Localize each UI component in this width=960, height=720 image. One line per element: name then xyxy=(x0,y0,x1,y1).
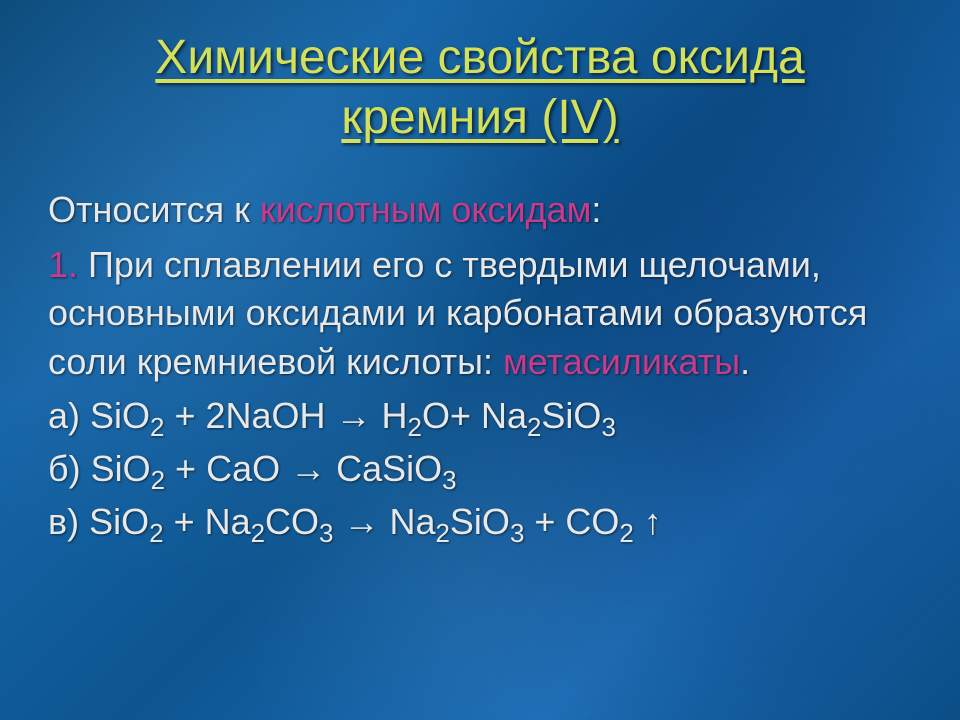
eq-b-p1as: 3 xyxy=(442,467,456,495)
eq-v-p1b: SiO xyxy=(450,501,510,542)
slide-title: Химические свойства оксида кремния (IV) xyxy=(48,28,912,148)
lead-accent: кислотным оксидам xyxy=(260,189,592,230)
equation-b: б) SiO2 + CaO → CaSiO3 xyxy=(48,445,912,494)
slide: Химические свойства оксида кремния (IV) … xyxy=(0,0,960,720)
eq-a-p1cs: 3 xyxy=(601,415,615,443)
eq-a-plus1: + 2NaOH xyxy=(164,395,335,436)
title-line-1: Химические свойства оксида xyxy=(155,31,804,84)
lead-line: Относится к кислотным оксидам: xyxy=(48,186,912,235)
eq-v-gas: ↑ xyxy=(634,501,662,542)
eq-b-r1s: 2 xyxy=(151,467,165,495)
slide-body: Относится к кислотным оксидам: 1. При сп… xyxy=(48,186,912,546)
eq-v-sp xyxy=(333,501,343,542)
eq-v-r2s: 3 xyxy=(319,520,333,548)
eq-a-p1a: H xyxy=(372,395,408,436)
eq-b-r1: SiO xyxy=(91,448,151,489)
eq-v-plus2s: 2 xyxy=(619,520,633,548)
eq-a-p1c: SiO xyxy=(541,395,601,436)
equation-a: а) SiO2 + 2NaOH → H2O+ Na2SiO3 xyxy=(48,392,912,441)
eq-a-r1s: 2 xyxy=(150,415,164,443)
eq-b-plus1: + CaO xyxy=(165,448,290,489)
title-line-2: кремния (IV) xyxy=(341,91,618,144)
eq-v-plus1: + Na xyxy=(164,501,251,542)
eq-v-plus1s: 2 xyxy=(251,520,265,548)
point-1-accent: метасиликаты xyxy=(503,341,740,382)
lead-pre: Относится к xyxy=(48,189,260,230)
eq-a-p1as: 2 xyxy=(408,415,422,443)
point-1-period: . xyxy=(740,341,750,382)
eq-a-p1bs: 2 xyxy=(527,415,541,443)
eq-v-r1: SiO xyxy=(89,501,149,542)
eq-v-arrow: → xyxy=(343,501,379,542)
eq-b-p1a: CaSiO xyxy=(326,448,442,489)
eq-v-p1as: 2 xyxy=(436,520,450,548)
eq-v-r1s: 2 xyxy=(149,520,163,548)
eq-v-p1a: Na xyxy=(379,501,435,542)
eq-a-label: а) xyxy=(48,395,90,436)
eq-a-r1: SiO xyxy=(90,395,150,436)
eq-v-r2: CO xyxy=(265,501,319,542)
point-1: 1. При сплавлении его с твердыми щелочам… xyxy=(48,241,912,387)
eq-a-p1b: O+ Na xyxy=(422,395,527,436)
eq-v-plus2: + CO xyxy=(524,501,619,542)
eq-b-label: б) xyxy=(48,448,91,489)
lead-post: : xyxy=(591,189,601,230)
point-1-marker: 1. xyxy=(48,244,78,285)
eq-v-label: в) xyxy=(48,501,89,542)
eq-a-arrow: → xyxy=(336,395,372,436)
eq-v-p1bs: 3 xyxy=(510,520,524,548)
equation-v: в) SiO2 + Na2CO3 → Na2SiO3 + CO2 ↑ xyxy=(48,498,912,547)
eq-b-arrow: → xyxy=(290,448,326,489)
